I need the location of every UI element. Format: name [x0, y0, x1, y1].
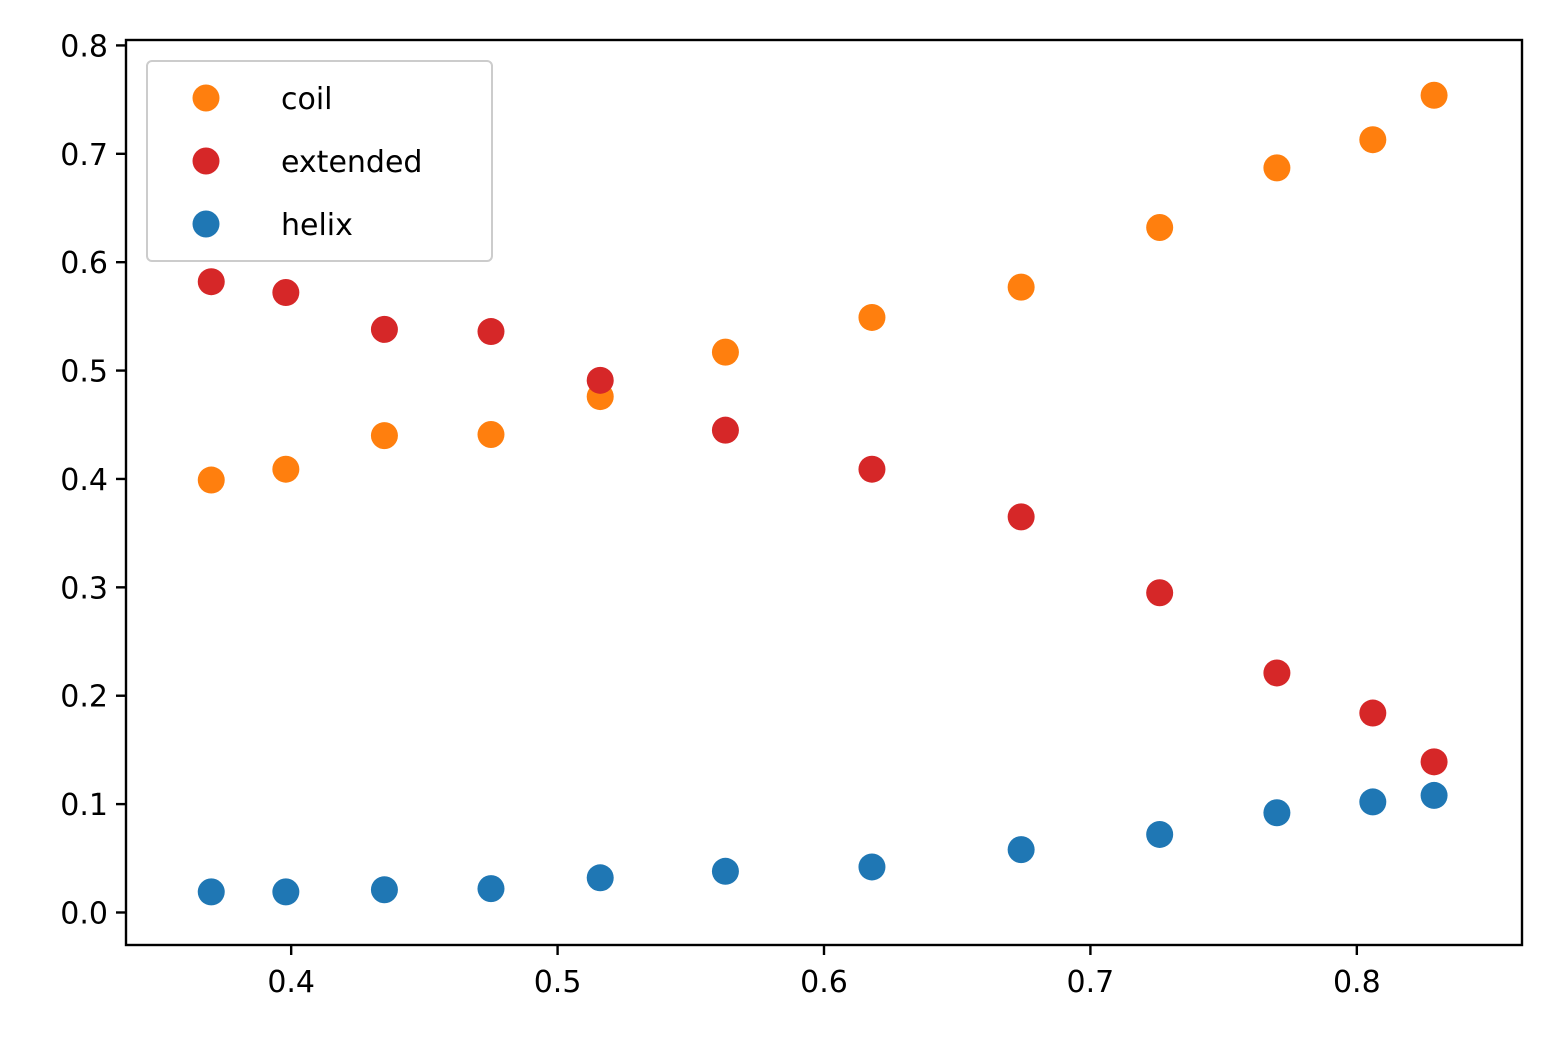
point-helix: [197, 878, 225, 906]
point-extended: [1359, 699, 1387, 727]
legend: coil extended helix: [146, 60, 493, 262]
y-tick-label: 0.1: [60, 788, 108, 823]
point-extended: [272, 279, 300, 307]
point-helix: [1359, 788, 1387, 816]
point-extended: [711, 416, 739, 444]
x-axis: 0.4 0.5 0.6 0.7 0.8: [267, 945, 1381, 1000]
legend-label-coil: coil: [281, 82, 333, 117]
point-helix: [477, 875, 505, 903]
point-coil: [370, 422, 398, 450]
point-extended: [858, 455, 886, 483]
point-helix: [711, 857, 739, 885]
point-extended: [1263, 659, 1291, 687]
point-extended: [1146, 579, 1174, 607]
point-helix: [272, 878, 300, 906]
point-helix: [370, 876, 398, 904]
point-helix: [1420, 781, 1448, 809]
y-tick-label: 0.4: [60, 463, 108, 498]
point-helix: [586, 864, 614, 892]
y-tick-label: 0.6: [60, 246, 108, 281]
point-helix: [1146, 820, 1174, 848]
legend-marker-coil: [192, 84, 220, 112]
point-helix: [1263, 799, 1291, 827]
point-coil: [1146, 214, 1174, 242]
x-tick-label: 0.8: [1333, 965, 1381, 1000]
legend-label-helix: helix: [281, 208, 353, 243]
y-tick-label: 0.5: [60, 355, 108, 390]
point-coil: [272, 455, 300, 483]
x-tick-label: 0.5: [534, 965, 582, 1000]
y-tick-label: 0.3: [60, 571, 108, 606]
x-tick-label: 0.7: [1067, 965, 1115, 1000]
point-coil: [1263, 154, 1291, 182]
x-tick-label: 0.4: [267, 965, 315, 1000]
x-tick-label: 0.6: [800, 965, 848, 1000]
legend-marker-helix: [192, 210, 220, 238]
point-coil: [711, 338, 739, 366]
legend-label-extended: extended: [281, 145, 422, 180]
point-helix: [858, 853, 886, 881]
point-coil: [477, 421, 505, 449]
data-points: [197, 81, 1448, 906]
point-extended: [477, 318, 505, 346]
point-coil: [197, 466, 225, 494]
point-extended: [586, 366, 614, 394]
point-helix: [1007, 836, 1035, 864]
legend-box: [146, 60, 493, 262]
y-tick-label: 0.2: [60, 680, 108, 715]
point-extended: [1420, 748, 1448, 776]
point-extended: [1007, 503, 1035, 531]
plot-frame: [124, 38, 1524, 947]
point-extended: [197, 268, 225, 296]
point-coil: [858, 303, 886, 331]
y-tick-label: 0.8: [60, 29, 108, 64]
point-coil: [1007, 273, 1035, 301]
point-coil: [1420, 81, 1448, 109]
legend-marker-extended: [192, 147, 220, 175]
point-coil: [1359, 126, 1387, 154]
y-tick-label: 0.0: [60, 896, 108, 931]
point-extended: [370, 315, 398, 343]
y-axis: 0.0 0.1 0.2 0.3 0.4 0.5 0.6 0.7 0.8: [60, 29, 126, 931]
y-tick-label: 0.7: [60, 138, 108, 173]
